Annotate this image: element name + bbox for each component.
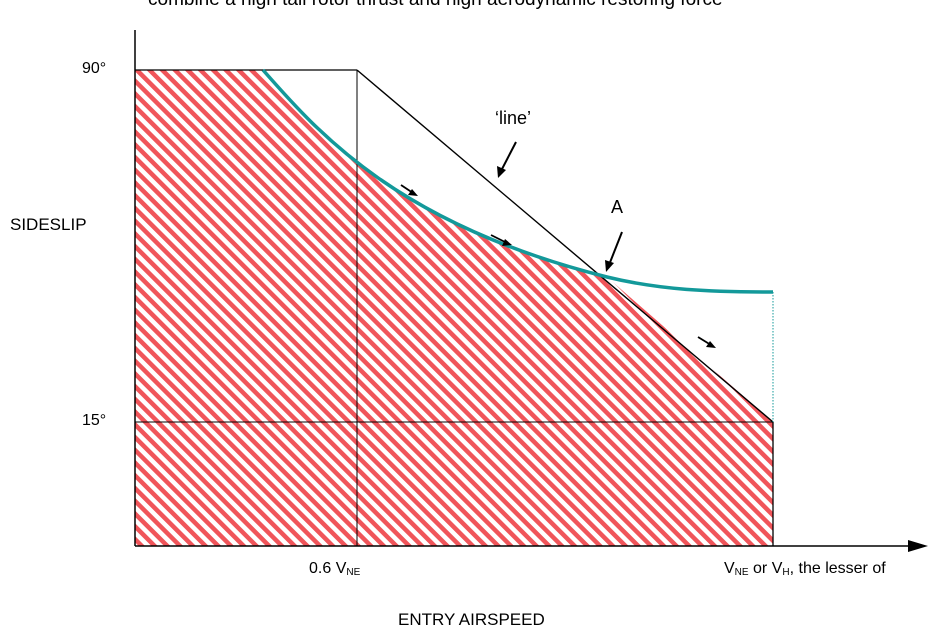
line-label: ‘line’ [495,108,532,128]
x-axis-title: ENTRY AIRSPEED [398,610,545,629]
x-tick-vne-v1: V [724,560,735,577]
point-a-pointer-arrow [605,231,623,272]
x-tick-06-subscript: NE [346,567,361,578]
y-tick-90: 90° [82,60,107,77]
direction-arrow-1 [400,184,418,196]
top-caption: combine a high tail rotor thrust and hig… [148,0,723,11]
x-tick-vne: VNE or VH, the lesser of [724,560,886,578]
x-tick-vne-sub2: H [782,567,790,578]
direction-arrow-3 [697,336,716,348]
point-a-label: A [611,197,624,217]
x-tick-vne-sub1: NE [734,567,749,578]
x-tick-06-prefix: 0.6 V [309,560,347,577]
x-axis-arrowhead [908,540,928,552]
x-tick-06-vne: 0.6 VNE [309,560,360,578]
x-tick-vne-rest: , the lesser of [789,560,886,577]
y-tick-15: 15° [82,412,107,429]
y-axis-title: SIDESLIP [10,215,87,234]
line-pointer-arrow [497,141,517,178]
hatched-region [135,70,773,546]
diagonal-line [356,69,774,423]
direction-arrow-2 [490,234,512,246]
x-tick-vne-mid: or V [748,560,783,577]
teal-curve [261,68,774,294]
